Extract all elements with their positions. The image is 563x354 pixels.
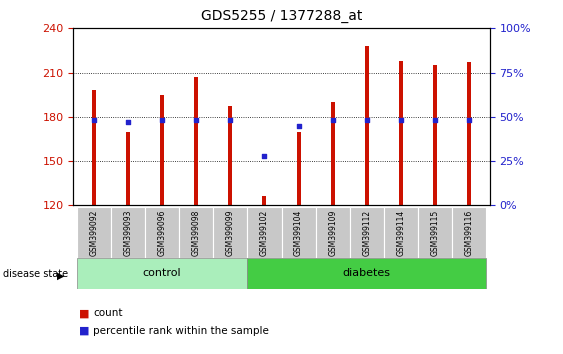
Text: control: control <box>142 268 181 279</box>
Text: GSM399109: GSM399109 <box>328 210 337 256</box>
Bar <box>77 258 247 289</box>
Bar <box>282 207 316 258</box>
Point <box>89 118 98 123</box>
Point <box>260 153 269 159</box>
Bar <box>350 207 384 258</box>
Bar <box>77 207 111 258</box>
Text: diabetes: diabetes <box>343 268 391 279</box>
Bar <box>384 207 418 258</box>
Bar <box>111 207 145 258</box>
Text: GSM399104: GSM399104 <box>294 210 303 256</box>
Bar <box>194 77 198 205</box>
Bar <box>316 207 350 258</box>
Bar <box>330 102 335 205</box>
Point <box>396 118 405 123</box>
Bar <box>418 207 452 258</box>
Bar <box>126 132 130 205</box>
Point <box>328 118 337 123</box>
Text: ▶: ▶ <box>57 270 65 280</box>
Text: GSM399092: GSM399092 <box>89 210 98 256</box>
Text: GSM399099: GSM399099 <box>226 210 235 256</box>
Bar <box>228 107 233 205</box>
Point <box>363 118 372 123</box>
Point <box>431 118 440 123</box>
Point <box>191 118 200 123</box>
Bar <box>262 196 266 205</box>
Text: count: count <box>93 308 122 318</box>
Bar <box>179 207 213 258</box>
Point <box>465 118 474 123</box>
Bar <box>399 61 403 205</box>
Text: ■: ■ <box>79 326 90 336</box>
Text: percentile rank within the sample: percentile rank within the sample <box>93 326 269 336</box>
Bar <box>452 207 486 258</box>
Point <box>123 119 132 125</box>
Text: GSM399115: GSM399115 <box>431 210 440 256</box>
Bar <box>92 90 96 205</box>
Bar <box>247 207 282 258</box>
Text: GSM399112: GSM399112 <box>363 210 372 256</box>
Point <box>294 123 303 129</box>
Bar <box>433 65 437 205</box>
Bar <box>213 207 247 258</box>
Point <box>158 118 167 123</box>
Text: GSM399114: GSM399114 <box>396 210 405 256</box>
Text: GSM399116: GSM399116 <box>465 210 474 256</box>
Point <box>226 118 235 123</box>
Bar <box>365 46 369 205</box>
Text: disease state: disease state <box>3 269 68 279</box>
Bar <box>145 207 179 258</box>
Bar <box>247 258 486 289</box>
Text: GSM399102: GSM399102 <box>260 210 269 256</box>
Text: GSM399096: GSM399096 <box>158 210 167 256</box>
Bar <box>160 95 164 205</box>
Text: GSM399093: GSM399093 <box>123 210 132 256</box>
Text: GSM399098: GSM399098 <box>191 210 200 256</box>
Text: ■: ■ <box>79 308 90 318</box>
Text: GDS5255 / 1377288_at: GDS5255 / 1377288_at <box>201 9 362 23</box>
Bar <box>297 132 301 205</box>
Bar <box>467 62 471 205</box>
